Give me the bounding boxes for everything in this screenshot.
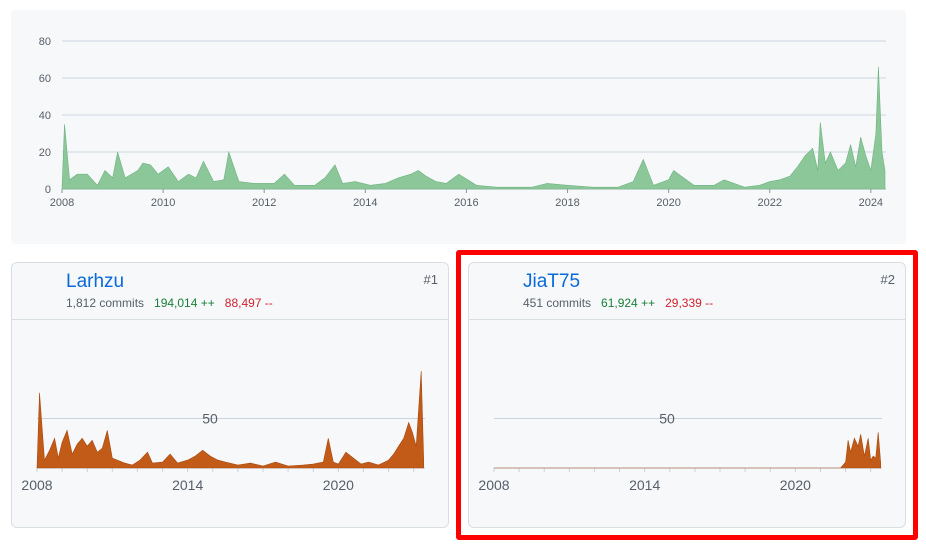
x-tick-label: 2014: [172, 477, 203, 493]
x-tick-label: 2020: [323, 477, 354, 493]
commits-link[interactable]: 451 commits: [523, 296, 592, 310]
commits-area: [494, 432, 882, 469]
additions-count: 61,924 ++: [601, 296, 656, 310]
commits-area: [36, 370, 425, 469]
commits-link[interactable]: 1,812 commits: [66, 296, 145, 310]
overview-chart-svg: 0 20 40 60 80 2008 2010 2012 2014 2016 2018 2020 202…: [39, 36, 886, 209]
contributor-rank: #1: [423, 272, 438, 287]
contributor-card-header: Larhzu 1,812 commits 194,014 ++ 88,497 -- …: [12, 263, 448, 320]
y-tick-label: 20: [39, 147, 51, 159]
x-tick-label: 2022: [757, 197, 781, 209]
contributor-commit-chart: 50 2008 2014 2020: [21, 370, 425, 493]
overview-chart: 0 20 40 60 80 2008 2010 2012 2014 2016 2018 2020 202…: [11, 10, 906, 244]
contributor-card-larhzu: Larhzu 1,812 commits 194,014 ++ 88,497 -- …: [11, 262, 449, 528]
y-tick-label: 40: [39, 110, 51, 122]
contributor-stats: 451 commits 61,924 ++ 29,339 --: [523, 296, 713, 310]
x-tick-label: 2008: [50, 197, 74, 209]
deletions-count: 88,497 --: [224, 296, 273, 310]
contributor-card-jiat75: JiaT75 451 commits 61,924 ++ 29,339 -- #2 …: [468, 262, 906, 528]
x-tick-label: 2008: [21, 477, 52, 493]
gridline-label: 50: [202, 411, 218, 427]
contributor-stats: 1,812 commits 194,014 ++ 88,497 --: [66, 296, 273, 310]
contributor-username[interactable]: JiaT75: [523, 271, 581, 292]
x-tick-label: 2014: [629, 477, 660, 493]
contributor-commit-chart: 50 2008 2014 2020: [478, 411, 882, 493]
x-tick-label: 2020: [656, 197, 680, 209]
x-tick-label: 2016: [454, 197, 478, 209]
highlight-box: [456, 250, 918, 540]
additions-count: 194,014 ++: [154, 296, 215, 310]
x-tick-label: 2010: [151, 197, 175, 209]
deletions-count: 29,339 --: [665, 296, 714, 310]
x-tick-label: 2024: [859, 197, 883, 209]
avatar[interactable]: [19, 269, 59, 309]
contributor-username[interactable]: Larhzu: [66, 271, 125, 292]
contributor-card-header: JiaT75 451 commits 61,924 ++ 29,339 -- #2: [469, 263, 905, 320]
x-tick-label: 2014: [353, 197, 377, 209]
x-tick-label: 2012: [252, 197, 276, 209]
y-tick-label: 60: [39, 73, 51, 85]
y-tick-label: 80: [39, 36, 51, 48]
commits-area: [61, 66, 886, 190]
x-tick-label: 2008: [478, 477, 509, 493]
contributor-rank: #2: [880, 272, 895, 287]
x-tick-label: 2020: [780, 477, 811, 493]
y-tick-label: 0: [45, 184, 51, 196]
gridline-label: 50: [659, 411, 675, 427]
x-tick-label: 2018: [555, 197, 579, 209]
